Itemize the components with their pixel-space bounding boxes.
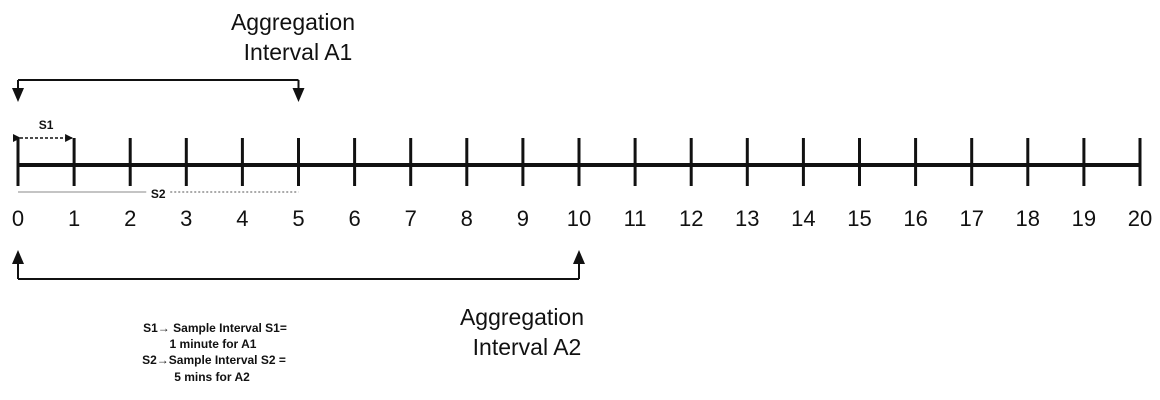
tick-label-17: 17	[959, 206, 983, 231]
aggregation-a2-bracket	[12, 250, 585, 280]
tick-label-9: 9	[517, 206, 529, 231]
sample-s1-marker: S1	[13, 118, 74, 142]
sample-s1-label: S1	[39, 118, 54, 132]
tick-label-8: 8	[461, 206, 473, 231]
sample-s2-label: S2	[151, 187, 166, 201]
aggregation-a2-right-arrowhead	[573, 250, 585, 264]
tick-label-13: 13	[735, 206, 759, 231]
tick-label-15: 15	[847, 206, 871, 231]
aggregation-a1-bracket	[12, 79, 305, 102]
tick-label-5: 5	[292, 206, 304, 231]
tick-label-16: 16	[903, 206, 927, 231]
tick-label-7: 7	[405, 206, 417, 231]
aggregation-a1-label-line1: Aggregation	[231, 9, 355, 35]
tick-label-0: 0	[12, 206, 24, 231]
tick-label-19: 19	[1072, 206, 1096, 231]
tick-label-20: 20	[1128, 206, 1152, 231]
timeline-tick-marks	[16, 138, 1142, 186]
aggregation-a2-left-arrowhead	[12, 250, 24, 264]
tick-label-6: 6	[348, 206, 360, 231]
tick-label-12: 12	[679, 206, 703, 231]
legend-line-3: S2→Sample Interval S2 =	[142, 353, 286, 367]
tick-label-4: 4	[236, 206, 248, 231]
tick-label-14: 14	[791, 206, 815, 231]
timeline-tick-labels: 0 1 2 3 4 5 6 7 8 9 10 11 12 13 14 15 16 17 18 19 20	[12, 206, 1152, 231]
legend: S1→ Sample Interval S1= 1 minute for A1 …	[142, 321, 287, 384]
aggregation-a2-label-line1: Aggregation	[460, 304, 584, 330]
tick-label-3: 3	[180, 206, 192, 231]
legend-line-4: 5 mins for A2	[174, 370, 250, 384]
aggregation-a1-left-arrowhead	[12, 88, 24, 102]
tick-label-2: 2	[124, 206, 136, 231]
tick-label-11: 11	[624, 206, 647, 231]
legend-line-2: 1 minute for A1	[170, 337, 257, 351]
tick-label-18: 18	[1016, 206, 1040, 231]
sample-s2-marker: S2	[18, 187, 299, 201]
timeline: 0 1 2 3 4 5 6 7 8 9 10 11 12 13 14 15 16 17 18 19 20	[12, 138, 1152, 231]
aggregation-a1-label-line2: Interval A1	[244, 39, 353, 65]
tick-label-10: 10	[567, 206, 591, 231]
aggregation-a1-right-arrowhead	[292, 88, 305, 102]
tick-label-1: 1	[68, 206, 80, 231]
aggregation-a2-label-line2: Interval A2	[473, 334, 582, 360]
legend-line-1: S1→ Sample Interval S1=	[143, 321, 287, 335]
